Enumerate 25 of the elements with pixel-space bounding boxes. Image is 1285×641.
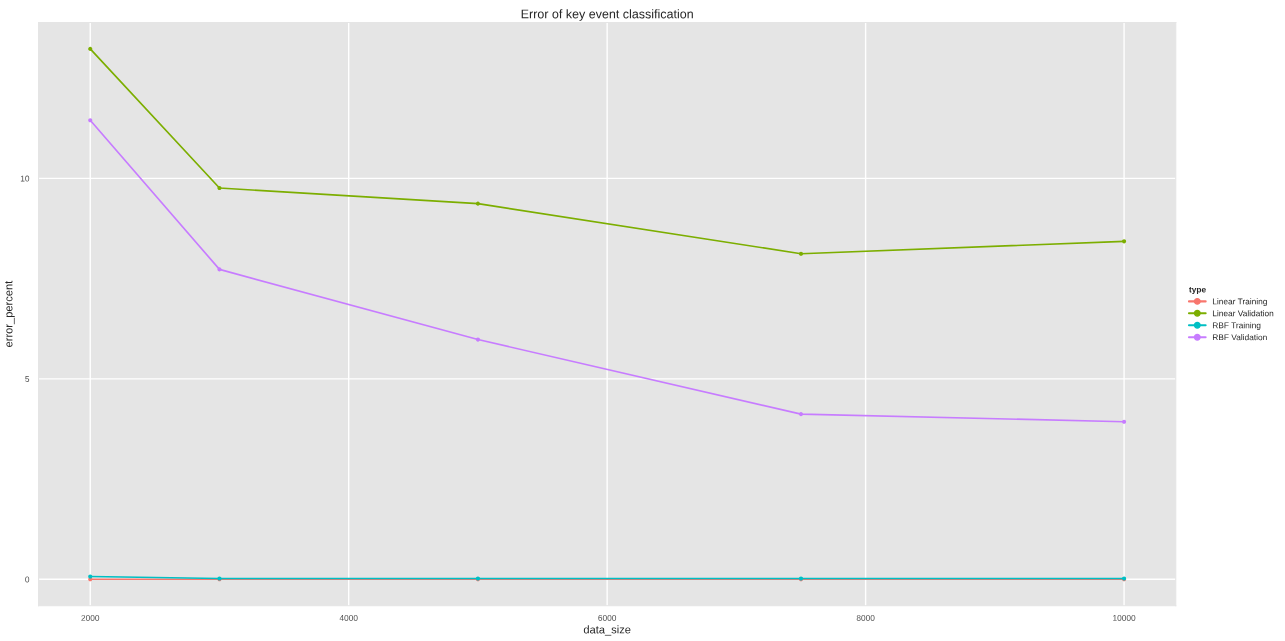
chart-title: Error of key event classification bbox=[521, 9, 693, 21]
x-tick-label: 10000 bbox=[1113, 614, 1136, 621]
point bbox=[1122, 239, 1127, 244]
legend-title: type bbox=[1189, 286, 1206, 295]
point bbox=[1122, 419, 1127, 424]
point bbox=[798, 412, 804, 417]
y-tick-label: 10 bbox=[20, 175, 30, 182]
y-tick-label: 0 bbox=[25, 576, 30, 583]
point bbox=[217, 185, 222, 191]
legend-label: Linear Validation bbox=[1212, 310, 1274, 317]
x-tick-label: 6000 bbox=[598, 614, 617, 621]
point bbox=[475, 201, 481, 206]
x-axis-title: data_size bbox=[583, 625, 631, 636]
x-tick-label: 8000 bbox=[856, 614, 875, 621]
point bbox=[475, 337, 481, 342]
point bbox=[88, 46, 93, 51]
legend-label: Linear Training bbox=[1212, 298, 1267, 307]
y-tick-label: 5 bbox=[25, 376, 30, 382]
point bbox=[798, 251, 804, 256]
point bbox=[88, 118, 93, 123]
legend-label: RBF Validation bbox=[1212, 334, 1267, 341]
legend-label: RBF Training bbox=[1212, 322, 1261, 330]
y-axis-title: error_percent bbox=[5, 280, 15, 347]
x-tick-label: 2000 bbox=[81, 614, 100, 621]
x-tick-label: 4000 bbox=[339, 614, 358, 621]
